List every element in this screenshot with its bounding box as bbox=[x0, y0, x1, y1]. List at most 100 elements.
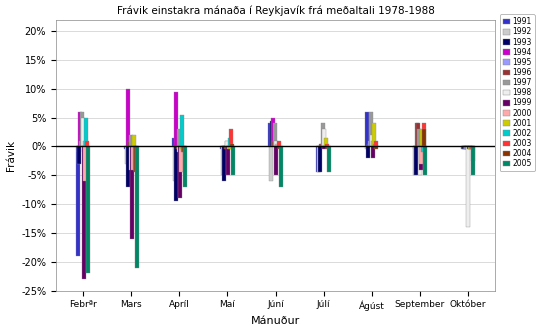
Bar bbox=[78, 112, 82, 146]
Bar bbox=[464, 146, 468, 149]
Bar bbox=[231, 146, 235, 175]
Bar bbox=[79, 141, 83, 146]
Bar bbox=[179, 146, 183, 172]
Bar bbox=[471, 146, 475, 175]
Bar bbox=[182, 146, 186, 152]
Bar bbox=[133, 146, 137, 170]
Bar bbox=[422, 129, 427, 146]
Bar bbox=[82, 146, 86, 279]
Bar bbox=[81, 118, 85, 146]
Bar bbox=[77, 146, 82, 164]
Bar bbox=[423, 146, 427, 175]
Bar bbox=[268, 124, 272, 146]
Legend: 1991, 1992, 1993, 1994, 1995, 1996, 1997, 1998, 1999, 2000, 2001, 2002, 2003, 20: 1991, 1992, 1993, 1994, 1995, 1996, 1997… bbox=[500, 14, 535, 171]
Bar bbox=[364, 112, 368, 146]
Bar bbox=[226, 146, 230, 175]
Bar bbox=[365, 146, 369, 149]
Bar bbox=[174, 146, 178, 201]
Bar bbox=[131, 146, 135, 170]
Bar bbox=[225, 141, 229, 146]
Bar bbox=[466, 146, 470, 227]
Bar bbox=[368, 141, 372, 146]
Bar bbox=[465, 146, 469, 149]
Bar bbox=[462, 146, 466, 149]
Bar bbox=[173, 146, 177, 181]
Bar bbox=[372, 141, 375, 146]
Bar bbox=[126, 89, 130, 146]
Bar bbox=[369, 112, 373, 146]
Bar bbox=[176, 146, 180, 149]
Bar bbox=[132, 135, 136, 146]
Bar bbox=[270, 121, 274, 146]
Bar bbox=[274, 141, 278, 146]
Bar bbox=[467, 146, 471, 149]
Bar bbox=[271, 118, 275, 146]
Bar bbox=[124, 146, 128, 149]
Bar bbox=[320, 144, 324, 146]
Bar bbox=[125, 146, 129, 164]
Bar bbox=[421, 146, 425, 152]
Bar bbox=[370, 135, 374, 146]
Bar bbox=[414, 146, 417, 175]
Bar bbox=[373, 144, 377, 146]
Bar bbox=[222, 146, 226, 181]
Bar bbox=[134, 146, 139, 268]
Bar bbox=[77, 146, 80, 152]
Title: Frávik einstakra mánaða í Reykjavík frá meðaltali 1978-1988: Frávik einstakra mánaða í Reykjavík frá … bbox=[117, 6, 435, 16]
Bar bbox=[275, 144, 279, 146]
Bar bbox=[468, 146, 471, 149]
Bar bbox=[224, 146, 228, 149]
Bar bbox=[128, 141, 132, 146]
Bar bbox=[321, 124, 325, 146]
Bar bbox=[227, 146, 231, 149]
Bar bbox=[273, 124, 277, 146]
Bar bbox=[416, 124, 421, 146]
Bar bbox=[279, 146, 283, 187]
Bar bbox=[318, 146, 322, 172]
Bar bbox=[134, 146, 138, 172]
Bar bbox=[183, 146, 187, 187]
Bar bbox=[80, 135, 84, 146]
Bar bbox=[230, 144, 234, 146]
Bar bbox=[414, 146, 418, 175]
Bar bbox=[462, 146, 465, 149]
Bar bbox=[220, 146, 224, 149]
Bar bbox=[228, 138, 233, 146]
Bar bbox=[322, 146, 327, 149]
Bar bbox=[367, 144, 371, 146]
Bar bbox=[327, 146, 331, 172]
Bar bbox=[415, 124, 419, 146]
Bar bbox=[83, 141, 87, 146]
Bar bbox=[177, 146, 181, 152]
Bar bbox=[420, 146, 423, 164]
Bar bbox=[177, 129, 181, 146]
Bar bbox=[420, 129, 424, 146]
Bar bbox=[366, 146, 370, 158]
Bar bbox=[316, 146, 320, 172]
Bar bbox=[180, 115, 184, 146]
Bar bbox=[413, 146, 417, 149]
Bar bbox=[469, 146, 473, 149]
Bar bbox=[326, 144, 329, 146]
X-axis label: Mánuður: Mánuður bbox=[251, 316, 300, 326]
Bar bbox=[274, 146, 278, 175]
Bar bbox=[174, 92, 178, 146]
Bar bbox=[228, 146, 232, 149]
Bar bbox=[470, 146, 474, 149]
Bar bbox=[125, 146, 130, 187]
Bar bbox=[76, 146, 80, 256]
Bar bbox=[417, 129, 421, 146]
Bar bbox=[278, 146, 282, 149]
Bar bbox=[372, 124, 376, 146]
Bar bbox=[230, 129, 233, 146]
Bar bbox=[324, 138, 328, 146]
Bar bbox=[86, 146, 90, 273]
Bar bbox=[463, 146, 467, 149]
Y-axis label: Frávik: Frávik bbox=[5, 139, 16, 171]
Bar bbox=[221, 146, 225, 175]
Bar bbox=[326, 146, 330, 149]
Bar bbox=[418, 146, 422, 175]
Bar bbox=[269, 146, 273, 181]
Bar bbox=[180, 146, 184, 149]
Bar bbox=[80, 112, 84, 146]
